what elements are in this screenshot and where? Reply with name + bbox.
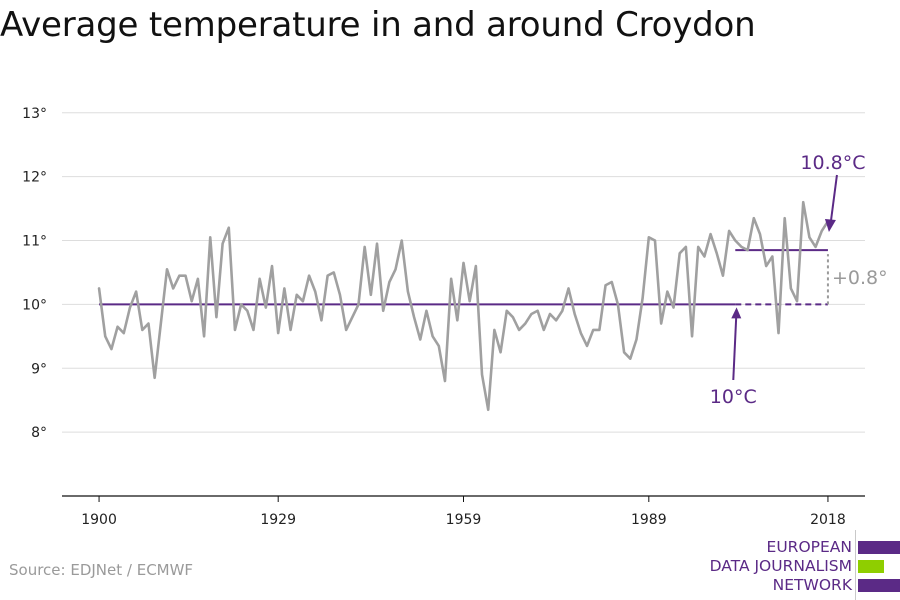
series-layer — [97, 200, 830, 412]
recent-arrow-line — [829, 174, 838, 222]
baseline-label: 10°C — [710, 386, 757, 408]
baseline-arrow-line — [732, 315, 738, 381]
logo-bar-green — [858, 560, 884, 573]
y-tick-label-8: 8° — [31, 425, 47, 441]
x-axis: 1900 1929 1959 1989 2018 — [62, 495, 865, 528]
logo-line-data-journalism: DATA JOURNALISM — [709, 557, 852, 575]
logo-bar-purple-bottom — [858, 579, 900, 592]
y-tick-label-10: 10° — [22, 297, 47, 313]
logo-bar-purple-top — [858, 541, 900, 554]
series-line-temperature — [97, 200, 830, 412]
chart-title: Average temperature in and around Croydo… — [0, 5, 756, 45]
source-note: Source: EDJNet / ECMWF — [9, 561, 194, 579]
x-tick-label-2018: 2018 — [810, 512, 846, 528]
recent-arrow-head — [824, 219, 836, 232]
logo-line-european: EUROPEAN — [766, 538, 852, 556]
y-tick-label-9: 9° — [31, 361, 47, 377]
y-tick-label-11: 11° — [22, 234, 47, 250]
edjnet-logo: EUROPEAN DATA JOURNALISM NETWORK — [640, 530, 900, 600]
annotations: +0.8° 10°C 10.8°C — [710, 152, 888, 408]
x-tick-label-1959: 1959 — [446, 512, 482, 528]
y-tick-label-13: 13° — [22, 106, 47, 122]
x-tick-label-1929: 1929 — [260, 512, 296, 528]
x-tick-label-1900: 1900 — [81, 512, 117, 528]
logo-line-network: NETWORK — [772, 576, 852, 594]
baseline-arrow-head — [731, 307, 742, 319]
difference-label: +0.8° — [832, 267, 888, 289]
y-axis-tick-labels: 8° 9° 10° 11° 12° 13° — [22, 106, 47, 441]
x-tick-label-1989: 1989 — [631, 512, 667, 528]
logo-divider — [855, 530, 856, 600]
y-tick-label-12: 12° — [22, 170, 47, 186]
recent-label: 10.8°C — [800, 152, 865, 174]
